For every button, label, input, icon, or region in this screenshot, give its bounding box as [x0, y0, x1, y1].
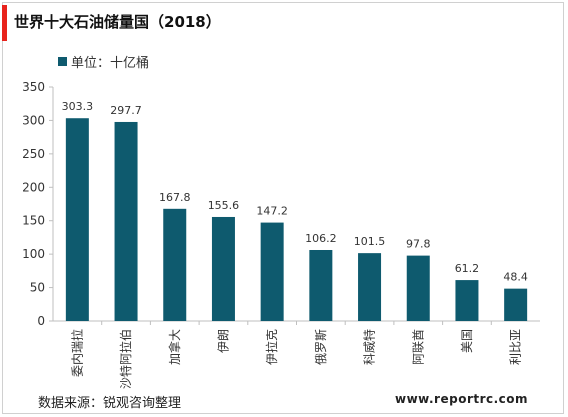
legend: 单位：十亿桶 — [58, 52, 149, 71]
category-label: 阿联酋 — [410, 329, 425, 365]
title-accent-bar — [2, 5, 7, 41]
data-label: 147.2 — [256, 205, 288, 218]
bar — [504, 288, 528, 321]
category-label: 沙特阿拉伯 — [118, 329, 133, 389]
website-url: www.reportrc.com — [395, 392, 529, 406]
bar — [65, 118, 89, 321]
y-tick-label: 0 — [37, 314, 45, 328]
y-tick-label: 100 — [22, 247, 45, 261]
category-label: 科威特 — [362, 329, 377, 365]
data-label: 101.5 — [354, 235, 386, 248]
data-label: 155.6 — [208, 199, 240, 212]
category-label: 伊朗 — [216, 329, 230, 353]
data-label: 48.4 — [503, 271, 528, 284]
category-label: 委内瑞拉 — [69, 329, 84, 377]
data-label: 167.8 — [159, 191, 191, 204]
bar — [309, 249, 333, 321]
bar — [114, 121, 138, 322]
bar — [455, 280, 479, 321]
chart-title: 世界十大石油储量国（2018） — [14, 13, 221, 31]
legend-label: 单位：十亿桶 — [71, 56, 150, 71]
data-label: 303.3 — [62, 100, 94, 113]
y-tick-label: 150 — [22, 214, 45, 228]
category-label: 俄罗斯 — [314, 329, 328, 365]
bar — [406, 255, 430, 321]
y-tick-label: 50 — [30, 281, 45, 295]
legend-swatch — [58, 57, 67, 66]
chart-frame — [2, 2, 564, 414]
category-label: 利比亚 — [509, 329, 523, 365]
y-tick-label: 350 — [22, 80, 45, 94]
bar — [211, 216, 235, 321]
bar — [358, 253, 382, 321]
bar — [260, 222, 284, 321]
data-label: 297.7 — [110, 104, 142, 117]
data-label: 61.2 — [455, 262, 480, 275]
bar — [163, 208, 187, 321]
y-tick-label: 200 — [22, 180, 45, 194]
y-tick-label: 250 — [22, 147, 45, 161]
data-label: 97.8 — [406, 238, 431, 251]
category-label: 美国 — [460, 329, 474, 353]
category-label: 伊拉克 — [264, 329, 279, 365]
data-source: 数据来源：锐观咨询整理 — [38, 396, 182, 411]
data-label: 106.2 — [305, 232, 337, 245]
category-label: 加拿大 — [167, 329, 182, 365]
y-tick-label: 300 — [22, 113, 45, 127]
